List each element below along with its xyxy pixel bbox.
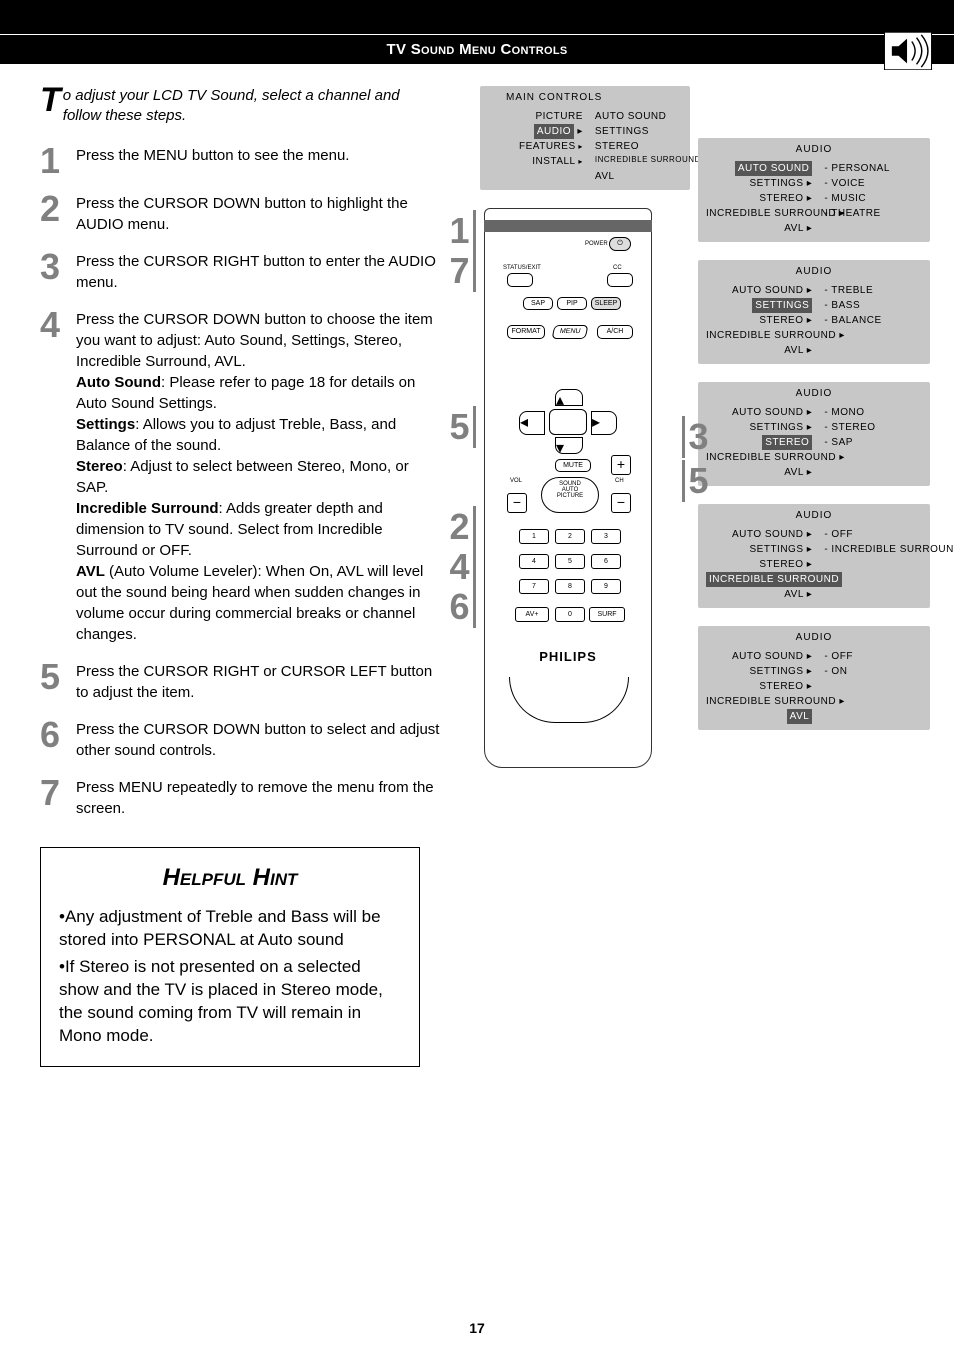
callout-5b: 5 xyxy=(682,460,712,502)
audio-menu-box: AUDIOAUTO SOUND ▸- MONOSETTINGS ▸- STERE… xyxy=(698,382,930,486)
intro-dropcap: T xyxy=(40,86,61,115)
step-body: Press the CURSOR DOWN button to highligh… xyxy=(76,193,440,235)
steps-list: 1Press the MENU button to see the menu.2… xyxy=(40,145,440,819)
menu-button: MENU xyxy=(552,325,589,339)
power-button: ⏻ xyxy=(609,237,631,251)
callout-1: 1 xyxy=(446,210,476,252)
step-body: Press MENU repeatedly to remove the menu… xyxy=(76,777,440,819)
brand-logo: PHILIPS xyxy=(485,649,651,664)
callout-4: 4 xyxy=(446,546,476,588)
sap-button: SAP xyxy=(523,297,553,310)
audio-menu-box: AUDIOAUTO SOUND- PERSONALSETTINGS ▸- VOI… xyxy=(698,138,930,242)
step: 7Press MENU repeatedly to remove the men… xyxy=(40,777,440,819)
step: 1Press the MENU button to see the menu. xyxy=(40,145,440,177)
step: 4Press the CURSOR DOWN button to choose … xyxy=(40,309,440,645)
step-body: Press the CURSOR RIGHT or CURSOR LEFT bu… xyxy=(76,661,440,703)
mute-button: MUTE xyxy=(555,459,591,472)
audio-menu-box: AUDIOAUTO SOUND ▸- OFFSETTINGS ▸- ONSTER… xyxy=(698,626,930,730)
main-menu-box: MAIN CONTROLS PICTUREAUTO SOUND AUDIO ▸S… xyxy=(480,86,690,190)
ch-down: − xyxy=(611,493,631,513)
hint-line: •If Stereo is not presented on a selecte… xyxy=(59,956,401,1048)
avch-button: A/CH xyxy=(597,325,633,339)
hint-line: •Any adjustment of Treble and Bass will … xyxy=(59,906,401,952)
hint-box: Helpful Hint •Any adjustment of Treble a… xyxy=(40,847,420,1067)
step: 3Press the CURSOR RIGHT button to enter … xyxy=(40,251,440,293)
callout-3: 3 xyxy=(682,416,712,458)
step-body: Press the CURSOR RIGHT button to enter t… xyxy=(76,251,440,293)
page-title: TV Sound Menu Controls xyxy=(0,35,954,64)
pip-button: PIP xyxy=(557,297,587,310)
step: 5Press the CURSOR RIGHT or CURSOR LEFT b… xyxy=(40,661,440,703)
step-body: Press the CURSOR DOWN button to choose t… xyxy=(76,309,440,645)
step-number: 2 xyxy=(40,193,76,235)
remote-control-diagram: POWER ⏻ STATUS/EXIT CC SAP PIP SLEEP FOR… xyxy=(440,208,682,788)
step-number: 1 xyxy=(40,145,76,177)
page-number: 17 xyxy=(0,1320,954,1336)
menu-title: MAIN CONTROLS xyxy=(488,92,682,103)
intro-text: T o adjust your LCD TV Sound, select a c… xyxy=(40,86,440,127)
center-oval: SOUND AUTO PICTURE xyxy=(541,477,599,513)
sleep-button: SLEEP xyxy=(591,297,621,310)
callout-7: 7 xyxy=(446,250,476,292)
ch-up: + xyxy=(611,455,631,475)
format-button: FORMAT xyxy=(507,325,545,339)
audio-menus: AUDIOAUTO SOUND- PERSONALSETTINGS ▸- VOI… xyxy=(698,138,930,748)
step-body: Press the CURSOR DOWN button to select a… xyxy=(76,719,440,761)
callout-6: 6 xyxy=(446,586,476,628)
step-number: 6 xyxy=(40,719,76,761)
callout-5: 5 xyxy=(446,406,476,448)
callout-2: 2 xyxy=(446,506,476,548)
cc-button xyxy=(607,273,633,287)
hint-title: Helpful Hint xyxy=(59,862,401,894)
step: 6Press the CURSOR DOWN button to select … xyxy=(40,719,440,761)
status-button xyxy=(507,273,533,287)
step-body: Press the MENU button to see the menu. xyxy=(76,145,440,177)
vol-down: − xyxy=(507,493,527,513)
step-number: 3 xyxy=(40,251,76,293)
step-number: 5 xyxy=(40,661,76,703)
audio-menu-box: AUDIOAUTO SOUND ▸- TREBLESETTINGS- BASSS… xyxy=(698,260,930,364)
audio-menu-box: AUDIOAUTO SOUND ▸- OFFSETTINGS ▸- INCRED… xyxy=(698,504,930,608)
step-number: 4 xyxy=(40,309,76,645)
step-number: 7 xyxy=(40,777,76,819)
speaker-icon xyxy=(884,32,932,70)
step: 2Press the CURSOR DOWN button to highlig… xyxy=(40,193,440,235)
